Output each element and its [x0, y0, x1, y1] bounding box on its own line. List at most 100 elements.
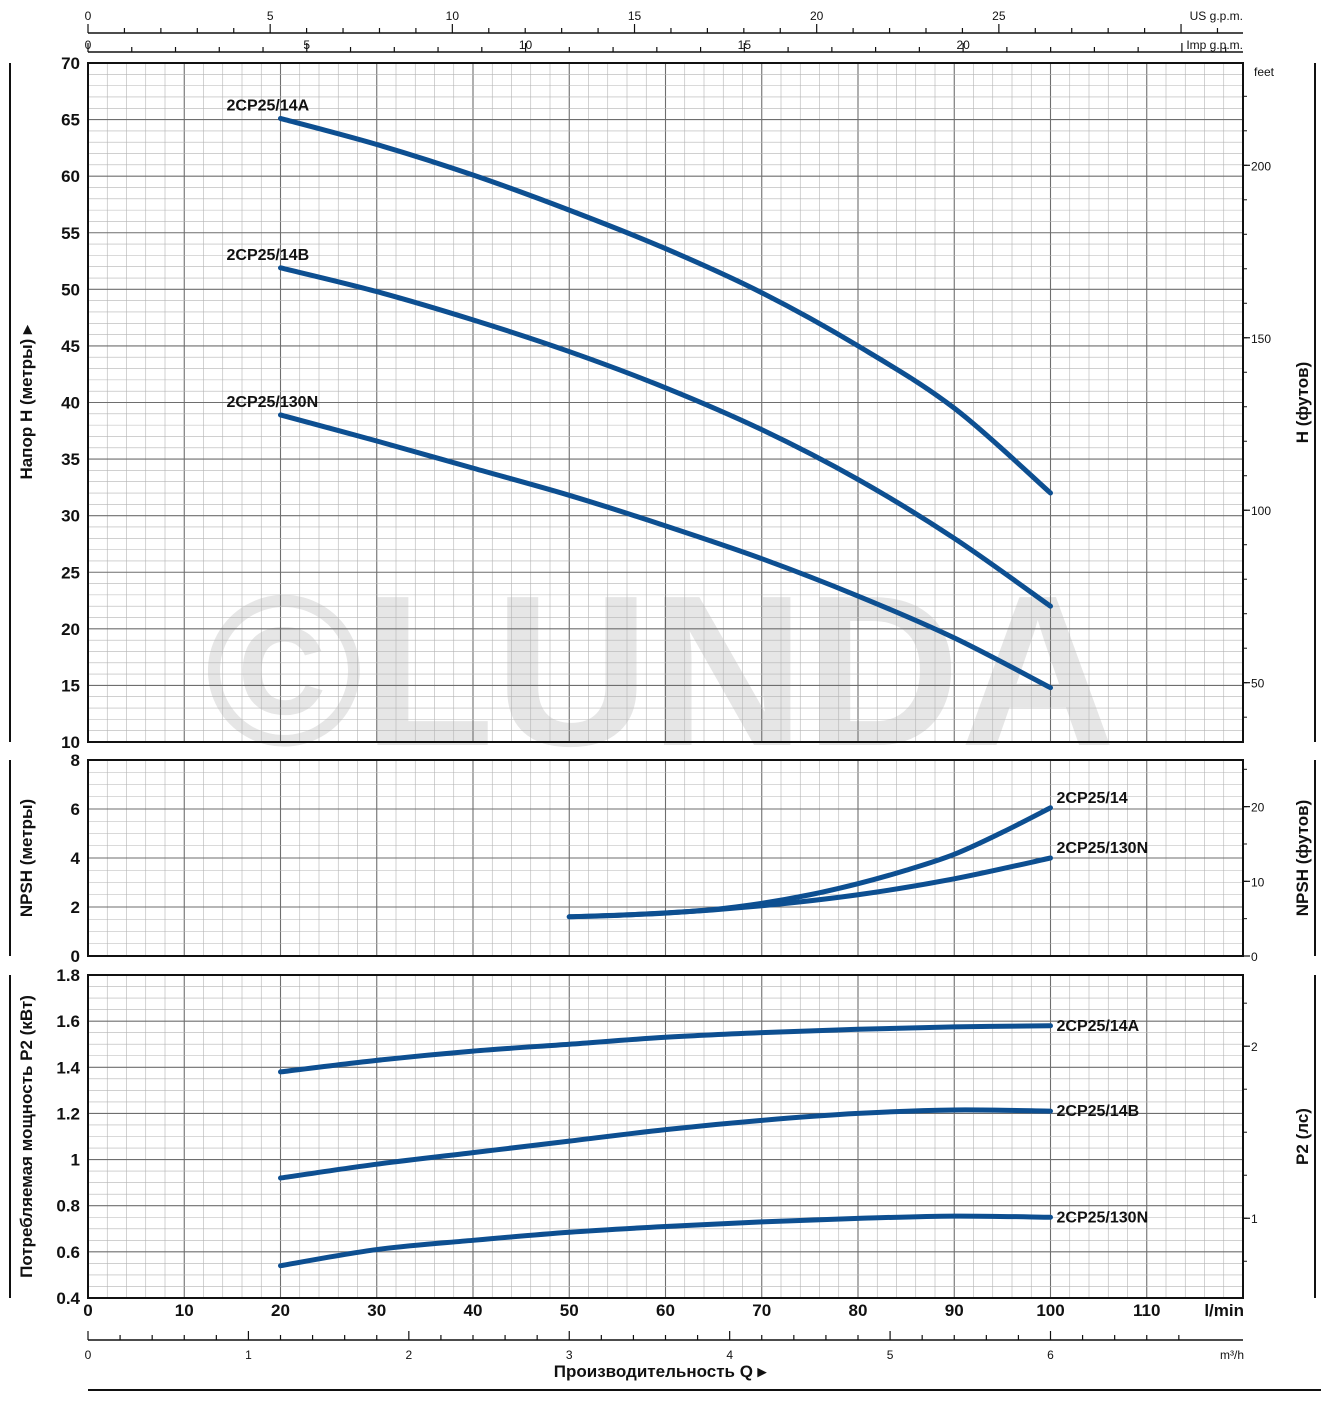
curve-2CP25/14B — [278, 265, 1053, 609]
y-tick-label: 1 — [71, 1151, 80, 1170]
curves-layer — [278, 115, 1053, 1269]
grid-layer — [87, 62, 1244, 1299]
y-axis-label-right: H (футов) — [1293, 362, 1312, 444]
x-tick-lmin: 20 — [271, 1301, 290, 1320]
x-tick-m3h: 5 — [887, 1348, 894, 1362]
right-tick-label: 100 — [1251, 504, 1271, 518]
right-tick-label: 150 — [1251, 332, 1271, 346]
x-tick-m3h: 2 — [405, 1348, 412, 1362]
y-tick-label: 1.6 — [56, 1012, 80, 1031]
y-tick-label: 1.2 — [56, 1104, 80, 1123]
x-tick-m3h: 1 — [245, 1348, 252, 1362]
watermark: ©LUNDA — [205, 550, 1116, 791]
right-tick-label: 20 — [1251, 801, 1265, 815]
x-tick-us-gpm: 10 — [446, 9, 460, 23]
y-tick-label: 10 — [61, 733, 80, 752]
y-tick-label: 30 — [61, 507, 80, 526]
x-unit-lmin: l/min — [1204, 1301, 1244, 1320]
curve-2CP25/130N — [566, 855, 1053, 920]
y-tick-label: 65 — [61, 111, 80, 130]
x-tick-m3h: 3 — [566, 1348, 573, 1362]
x-tick-us-gpm: 15 — [628, 9, 642, 23]
x-tick-lmin: 40 — [464, 1301, 483, 1320]
y-tick-label: 45 — [61, 337, 80, 356]
panel-frame — [87, 759, 1244, 957]
y-tick-label: 8 — [71, 751, 80, 770]
curve-2CP25/130N — [278, 1213, 1053, 1269]
panel-frame — [87, 62, 1244, 743]
curve-label: 2CP25/14B — [1057, 1103, 1140, 1120]
y-tick-label: 55 — [61, 224, 80, 243]
y-axis-label-left: Потребляемая мощность P2 (кВт) — [17, 995, 36, 1278]
text-layer: 70656055504540353025201510200150100502CP… — [17, 9, 1312, 1381]
x-unit-us-gpm: US g.p.m. — [1190, 9, 1243, 23]
curve-2CP25/14B — [278, 1107, 1053, 1181]
x-tick-lmin: 0 — [83, 1301, 92, 1320]
y-tick-label: 20 — [61, 620, 80, 639]
x-tick-lmin: 10 — [175, 1301, 194, 1320]
y-tick-label: 15 — [61, 676, 80, 695]
y-axis-label-left: NPSH (метры) — [17, 799, 36, 917]
x-tick-lmin: 30 — [367, 1301, 386, 1320]
y-tick-label: 0.8 — [56, 1197, 80, 1216]
y-axis-label-left: Напор H (метры) ▸ — [17, 324, 36, 480]
y-tick-label: 25 — [61, 563, 80, 582]
curve-label: 2CP25/14B — [227, 247, 310, 264]
y-tick-label: 1.8 — [56, 966, 80, 985]
x-tick-lmin: 90 — [945, 1301, 964, 1320]
x-tick-lmin: 70 — [752, 1301, 771, 1320]
x-tick-m3h: 6 — [1047, 1348, 1054, 1362]
y-tick-label: 0.4 — [56, 1289, 80, 1308]
x-tick-lmin: 60 — [656, 1301, 675, 1320]
x-tick-lmin: 110 — [1133, 1301, 1160, 1320]
right-tick-label: 0 — [1251, 950, 1258, 964]
curve-2CP25/14A — [278, 115, 1053, 496]
y-tick-label: 50 — [61, 280, 80, 299]
y-tick-label: 60 — [61, 167, 80, 186]
curve-2CP25/130N — [278, 412, 1053, 691]
y-tick-label: 2 — [71, 898, 80, 917]
x-tick-us-gpm: 5 — [267, 9, 274, 23]
x-unit-m3h: m³/h — [1220, 1348, 1244, 1362]
curve-label: 2CP25/14A — [227, 97, 310, 114]
x-tick-lmin: 80 — [849, 1301, 868, 1320]
x-tick-imp-gpm: 15 — [738, 38, 752, 52]
y-tick-label: 1.4 — [56, 1058, 80, 1077]
y-axis-label-right: NPSH (футов) — [1293, 800, 1312, 917]
y-tick-label: 35 — [61, 450, 80, 469]
x-unit-imp-gpm: Imp g.p.m. — [1186, 38, 1243, 52]
y-tick-label: 0.6 — [56, 1243, 80, 1262]
right-tick-label: 2 — [1251, 1040, 1258, 1054]
y-tick-label: 70 — [61, 54, 80, 73]
x-tick-imp-gpm: 10 — [519, 38, 533, 52]
y-tick-label: 40 — [61, 394, 80, 413]
right-tick-label: 10 — [1251, 875, 1265, 889]
x-tick-imp-gpm: 5 — [303, 38, 310, 52]
x-tick-us-gpm: 0 — [85, 9, 92, 23]
x-tick-imp-gpm: 20 — [956, 38, 970, 52]
x-tick-m3h: 0 — [85, 1348, 92, 1362]
y-tick-label: 0 — [71, 947, 80, 966]
x-tick-imp-gpm: 0 — [85, 38, 92, 52]
x-tick-us-gpm: 25 — [992, 9, 1006, 23]
curve-label: 2CP25/130N — [227, 394, 319, 411]
curve-2CP25/14A — [278, 1023, 1053, 1075]
right-tick-label: 50 — [1251, 677, 1265, 691]
x-tick-lmin: 50 — [560, 1301, 579, 1320]
x-tick-lmin: 100 — [1036, 1301, 1064, 1320]
curve-label: 2CP25/14 — [1057, 790, 1128, 807]
panel-frame — [87, 974, 1244, 1299]
curve-label: 2CP25/130N — [1057, 1209, 1149, 1226]
right-tick-label: 1 — [1251, 1212, 1258, 1226]
y-tick-label: 4 — [71, 849, 81, 868]
x-tick-m3h: 4 — [726, 1348, 733, 1362]
curve-label: 2CP25/130N — [1057, 840, 1149, 857]
feet-unit-label: feet — [1254, 65, 1275, 79]
x-axis-title: Производительность Q ▸ — [554, 1362, 768, 1381]
x-tick-us-gpm: 20 — [810, 9, 824, 23]
right-tick-label: 200 — [1251, 159, 1271, 173]
curve-label: 2CP25/14A — [1057, 1018, 1140, 1035]
frame-layer — [9, 24, 1321, 1391]
y-tick-label: 6 — [71, 800, 80, 819]
